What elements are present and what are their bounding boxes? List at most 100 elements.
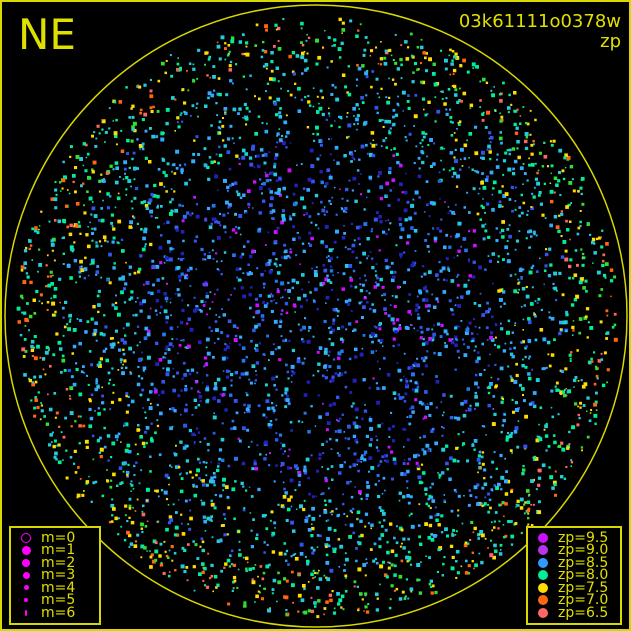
star	[228, 203, 232, 207]
star	[353, 158, 356, 161]
star	[238, 343, 242, 346]
star	[91, 170, 95, 174]
star	[283, 120, 288, 125]
star	[550, 406, 553, 409]
star	[488, 498, 492, 502]
star	[508, 224, 511, 227]
star	[537, 476, 542, 480]
star	[110, 400, 114, 404]
star	[155, 313, 158, 316]
star	[322, 264, 326, 267]
star	[455, 576, 458, 579]
star	[543, 154, 548, 159]
star	[290, 374, 293, 377]
star	[503, 536, 506, 539]
star	[277, 346, 281, 350]
star	[142, 299, 146, 304]
star	[258, 342, 261, 345]
star	[356, 510, 361, 514]
star	[550, 389, 554, 393]
star	[271, 217, 275, 221]
star	[441, 434, 444, 437]
star	[361, 283, 365, 287]
star	[155, 135, 159, 139]
star	[174, 268, 177, 271]
star	[429, 138, 433, 142]
star	[497, 482, 501, 487]
star	[222, 139, 225, 142]
star	[286, 130, 290, 135]
star	[314, 425, 317, 427]
star	[500, 430, 503, 434]
star	[457, 122, 459, 124]
star	[466, 459, 469, 463]
star	[385, 575, 389, 579]
star	[571, 334, 574, 336]
star	[435, 297, 439, 301]
star	[391, 78, 395, 81]
star	[325, 545, 328, 549]
star	[154, 489, 157, 492]
star	[288, 215, 292, 218]
star	[399, 286, 401, 288]
star	[326, 428, 329, 432]
star	[430, 585, 433, 588]
star	[151, 390, 154, 393]
star	[538, 437, 543, 442]
star	[146, 332, 151, 337]
star	[333, 186, 336, 189]
star	[132, 151, 136, 155]
star	[34, 398, 38, 402]
star	[351, 156, 355, 159]
star	[434, 506, 437, 509]
star	[471, 443, 475, 447]
star	[102, 333, 106, 337]
star	[414, 388, 419, 393]
star	[439, 90, 442, 93]
star	[128, 116, 131, 119]
star	[122, 363, 124, 366]
star	[363, 120, 368, 125]
star	[220, 35, 225, 40]
star	[331, 478, 334, 481]
star	[223, 225, 227, 229]
star	[180, 339, 182, 342]
star	[228, 370, 231, 373]
star	[146, 550, 148, 552]
zp-legend-item: zp=9.0	[534, 543, 614, 557]
star	[494, 511, 498, 514]
star	[222, 313, 226, 317]
star	[327, 354, 330, 357]
star	[421, 145, 424, 148]
star	[229, 184, 232, 187]
star	[131, 115, 135, 119]
star	[515, 362, 518, 366]
star	[218, 92, 222, 97]
star	[484, 178, 489, 182]
star	[191, 413, 194, 416]
star	[379, 368, 381, 370]
star	[392, 321, 396, 325]
star	[200, 247, 204, 252]
star	[251, 147, 255, 151]
star	[379, 564, 384, 569]
star	[254, 564, 257, 566]
star	[515, 503, 518, 506]
star	[424, 493, 428, 496]
star	[234, 225, 237, 228]
zp-label: zp=7.0	[558, 592, 609, 608]
star	[228, 167, 232, 171]
star	[405, 139, 408, 142]
star	[325, 295, 330, 300]
star	[388, 96, 391, 99]
star	[366, 257, 368, 260]
star	[293, 464, 298, 469]
star	[514, 208, 517, 211]
star	[331, 375, 335, 379]
star	[125, 410, 129, 414]
star	[398, 574, 403, 579]
star	[522, 268, 525, 271]
star	[349, 284, 353, 288]
zp-legend-item: zp=7.0	[534, 592, 614, 608]
star	[70, 425, 73, 428]
